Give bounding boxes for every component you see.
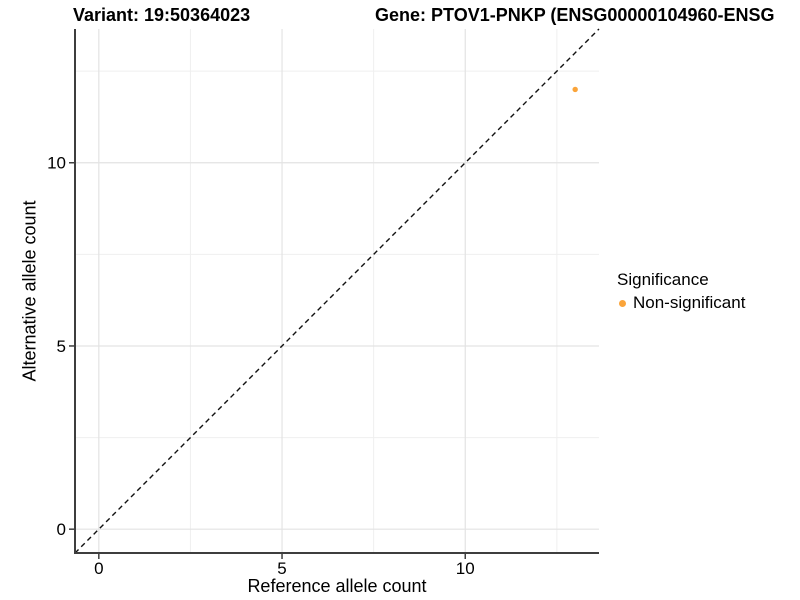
x-tick-label: 10 bbox=[456, 559, 475, 578]
x-tick-label: 0 bbox=[94, 559, 103, 578]
y-axis-title: Alternative allele count bbox=[19, 200, 40, 382]
legend: Significance Non-significant bbox=[617, 270, 745, 313]
legend-title: Significance bbox=[617, 270, 709, 289]
legend-item-non-significant: Non-significant bbox=[617, 293, 745, 313]
plot-title-variant: Variant: 19:50364023 bbox=[73, 5, 251, 25]
identity-reference-line bbox=[74, 28, 600, 554]
legend-point-icon bbox=[619, 299, 626, 307]
plot-title-gene: Gene: PTOV1-PNKP (ENSG00000104960-ENSG bbox=[375, 5, 775, 25]
y-tick-label: 5 bbox=[57, 337, 66, 356]
y-tick-label: 10 bbox=[47, 154, 66, 173]
y-tick-label: 0 bbox=[57, 520, 66, 539]
x-axis-title: Reference allele count bbox=[247, 576, 427, 596]
x-tick-label: 5 bbox=[277, 559, 286, 578]
legend-item-label: Non-significant bbox=[633, 293, 746, 312]
data-point bbox=[572, 86, 578, 93]
